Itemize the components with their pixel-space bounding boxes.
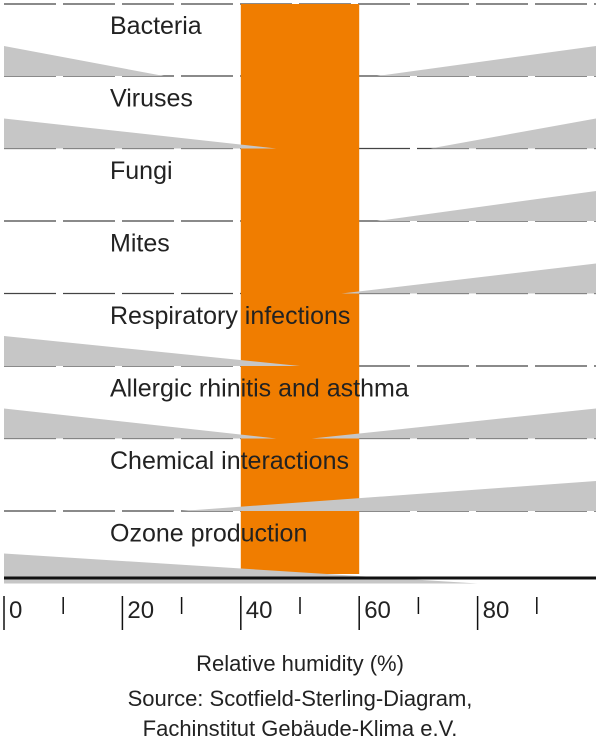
row-label-chemical-interactions: Chemical interactions xyxy=(110,447,349,475)
wedge-group xyxy=(4,46,596,584)
row-label-ozone-production: Ozone production xyxy=(110,520,307,548)
x-tick-label-60: 60 xyxy=(364,597,391,624)
x-axis-label: Relative humidity (%) xyxy=(196,651,404,676)
wedge-low-ozone-production xyxy=(4,553,478,584)
row-label-respiratory-infections: Respiratory infections xyxy=(110,302,350,330)
row-label-fungi: Fungi xyxy=(110,157,173,185)
x-axis: 0 20 40 60 80 xyxy=(3,576,596,630)
row-label-mites: Mites xyxy=(110,230,170,258)
wedge-low-bacteria xyxy=(4,46,164,76)
wedge-high-fungi xyxy=(376,191,596,221)
wedge-low-viruses xyxy=(4,118,277,149)
wedge-high-mites xyxy=(341,263,596,294)
source-line-2: Fachinstitut Gebäude-Klima e.V. xyxy=(142,716,458,741)
row-label-group: Bacteria Viruses Fungi Mites Respiratory inf… xyxy=(110,12,409,548)
x-tick-label-20: 20 xyxy=(127,597,154,624)
x-tick-label-80: 80 xyxy=(483,597,510,624)
wedge-low-respiratory-infections xyxy=(4,336,300,366)
row-label-allergic-rhinitis-and-asthma: Allergic rhinitis and asthma xyxy=(110,375,409,403)
wedge-high-allergic-rhinitis-and-asthma xyxy=(311,408,596,439)
optimal-humidity-band-group xyxy=(240,4,360,574)
wedge-high-viruses xyxy=(430,118,596,149)
x-tick-label-40: 40 xyxy=(246,597,273,624)
source-line-1: Source: Scotfield-Sterling-Diagram, xyxy=(127,686,473,711)
wedge-high-bacteria xyxy=(376,46,596,76)
chart: Bacteria Viruses Fungi Mites Respiratory inf… xyxy=(3,3,596,630)
row-label-bacteria: Bacteria xyxy=(110,12,202,40)
x-tick-label-0: 0 xyxy=(9,597,22,624)
wedge-low-allergic-rhinitis-and-asthma xyxy=(4,408,277,439)
optimal-humidity-band xyxy=(240,4,360,574)
wedge-high-chemical-interactions xyxy=(181,481,596,511)
row-label-viruses: Viruses xyxy=(110,85,193,113)
